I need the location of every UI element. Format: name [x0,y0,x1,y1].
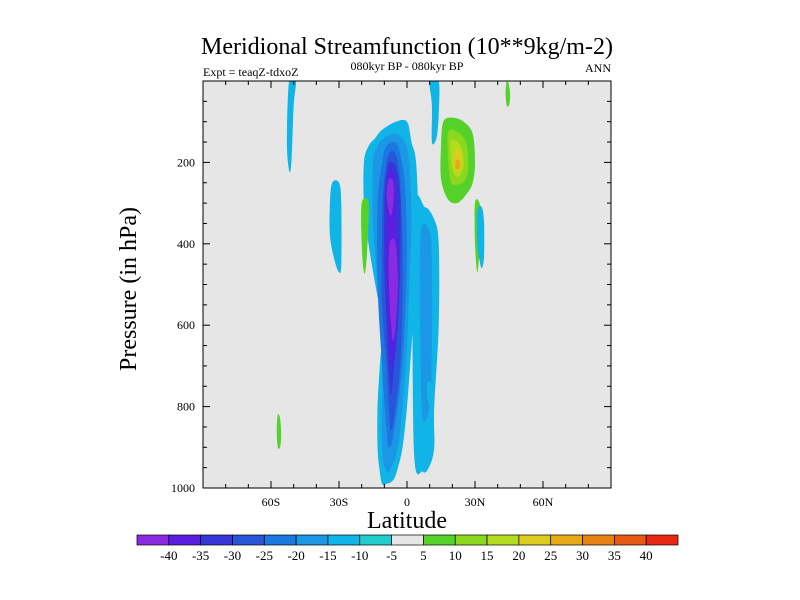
colorbar-swatch [232,534,265,546]
colorbar-swatch [327,534,361,546]
y-tick-label: 600 [177,318,195,332]
colorbar-swatch [454,534,488,546]
colorbar-label: -25 [256,548,273,563]
x-tick-label: 30N [465,495,486,509]
colorbar-swatch [359,534,392,546]
colorbar-swatch [486,534,520,546]
contour-layer [276,81,511,486]
y-axis-title: Pressure (in hPa) [116,207,142,371]
colorbar-swatch [614,534,647,546]
contour-lower-core-l40 [390,268,396,326]
contour-top-right-pos [505,81,511,107]
colorbar-label: 30 [576,548,589,563]
contour-left-center-pos [361,198,370,274]
season-label: ANN [585,61,611,75]
x-axis-title: Latitude [367,508,447,534]
colorbar-swatch [168,534,201,546]
colorbar-swatch [200,534,233,546]
contour-bottom-left-pos [276,414,282,450]
colorbar-label: 15 [481,548,494,563]
contour-right-column-top [429,81,440,145]
colorbar: -40 -35 -30 -25 -20 -15 -10 -5 5 10 15 20 25 30 35 40 [136,534,679,563]
colorbar-label: 20 [512,548,525,563]
contour-right-lobe-l10 [419,223,433,422]
contour-right-neg-column [476,205,485,269]
experiment-label: Expt = teaqZ-tdxoZ [203,65,298,79]
contour-top-column [286,81,297,173]
x-axis: 60S 30S 0 30N 60N [202,81,612,509]
chart-title: Meridional Streamfunction (10**9kg/m-2) [201,34,613,60]
y-tick-label: 800 [177,400,195,414]
colorbar-label: -30 [224,548,241,563]
colorbar-label: -35 [192,548,209,563]
x-tick-label: 60N [533,495,554,509]
contour-upper-right-pos-l25 [455,159,461,170]
colorbar-swatch [550,534,583,546]
chart-subtitle: 080kyr BP - 080kyr BP [351,59,464,73]
colorbar-label: -40 [160,548,177,563]
y-tick-label: 400 [177,237,195,251]
colorbar-swatch [582,534,615,546]
colorbar-label: -10 [351,548,368,563]
colorbar-label: 35 [608,548,621,563]
colorbar-swatch [423,534,456,546]
y-tick-label: 1000 [171,481,195,495]
colorbar-swatch [136,534,170,546]
x-tick-label: 30S [330,495,349,509]
colorbar-label: -5 [386,548,397,563]
y-tick-label: 200 [177,155,195,169]
colorbar-label: -20 [287,548,304,563]
colorbar-swatch [518,534,552,546]
colorbar-swatch [295,534,329,546]
y-axis: 200 400 600 800 1000 [171,80,611,495]
colorbar-swatch [263,534,297,546]
colorbar-swatch [645,534,679,546]
contour-right-blob [426,381,435,411]
colorbar-label: 10 [449,548,462,563]
colorbar-label: -15 [319,548,336,563]
x-tick-label: 0 [404,495,410,509]
colorbar-label: 5 [420,548,427,563]
colorbar-swatch [391,534,424,546]
colorbar-label: 40 [640,548,653,563]
contour-left-neg-column [329,180,342,274]
contour-upper-core [386,177,394,216]
colorbar-label: 25 [544,548,557,563]
x-tick-label: 60S [262,495,281,509]
